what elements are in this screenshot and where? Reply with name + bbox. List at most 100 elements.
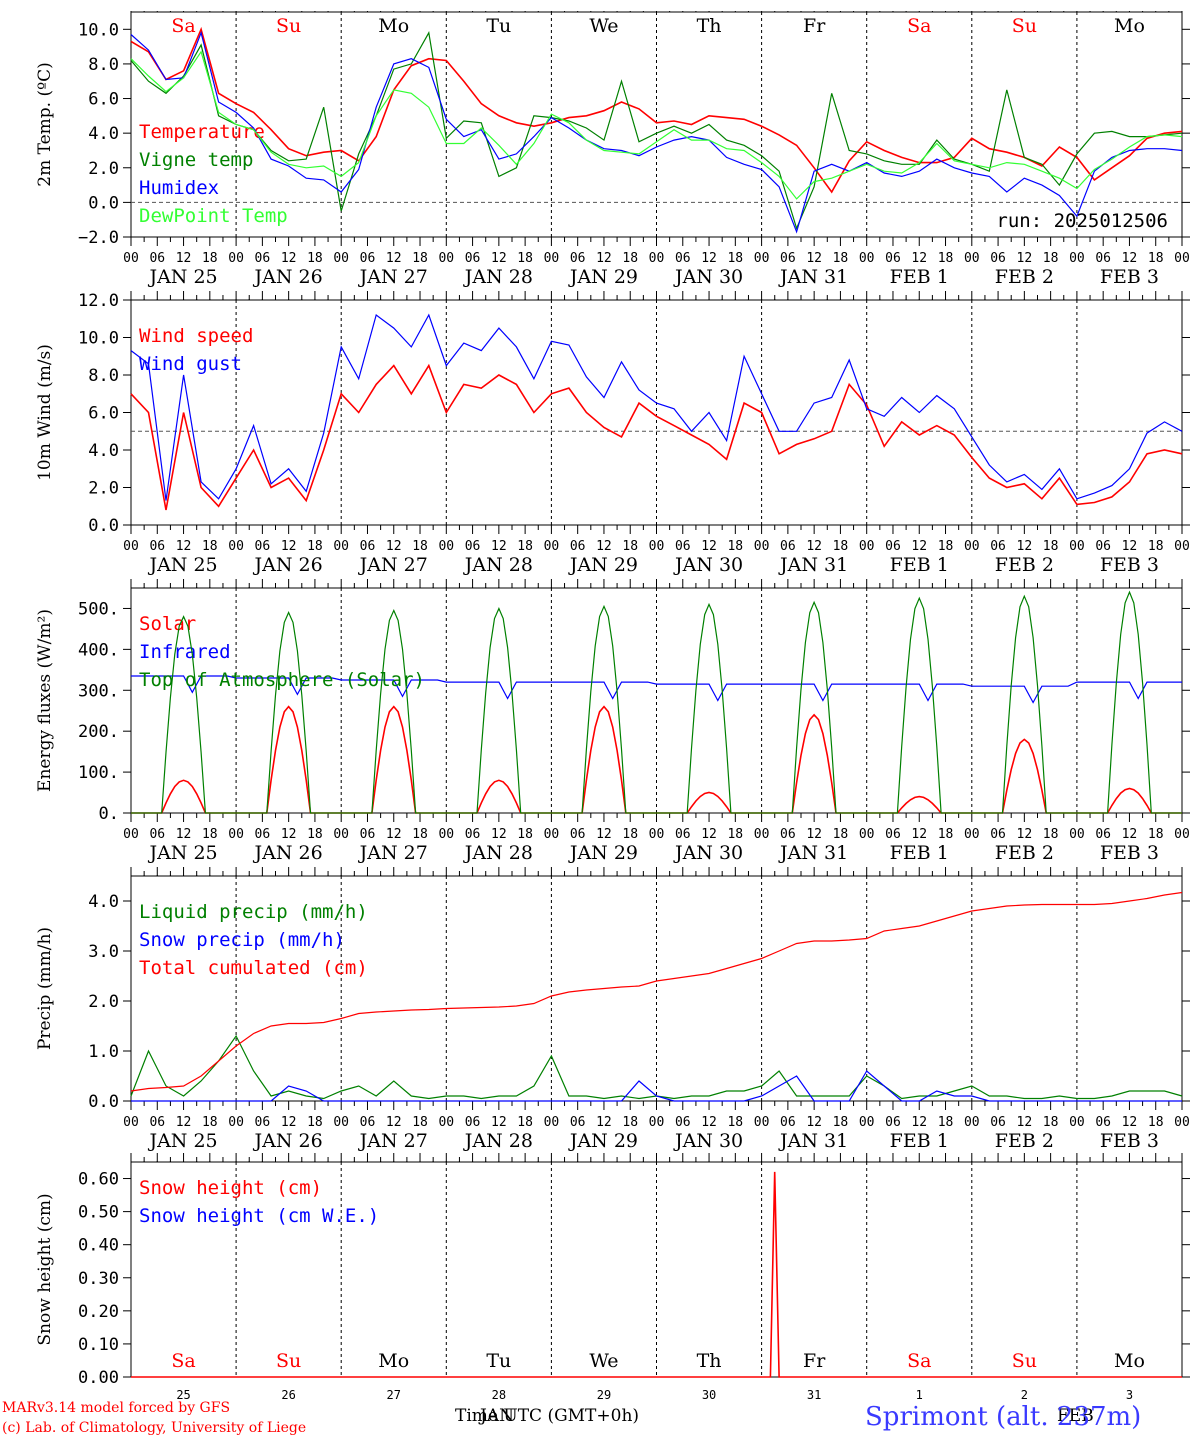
hour-tick-label: 00	[228, 251, 244, 266]
y-tick-label: 0.60	[78, 1170, 119, 1190]
series-line-top-of-atmosphere-solar-	[131, 590, 1182, 814]
hour-tick-label: 12	[1122, 251, 1138, 266]
weekday-label: Sa	[907, 1350, 931, 1372]
hour-tick-label: 00	[438, 1115, 454, 1130]
weekday-label: Sa	[171, 15, 195, 37]
series-line-humidex	[130, 30, 1183, 234]
date-label: JAN 25	[147, 554, 217, 576]
hour-tick-label: 18	[1148, 1115, 1164, 1130]
hour-tick-label: 12	[596, 539, 612, 554]
hour-tick-label: 18	[833, 539, 849, 554]
weekday-label: Su	[276, 1350, 301, 1372]
hour-tick-label: 06	[360, 827, 376, 842]
hour-tick-label: 18	[622, 539, 638, 554]
hour-tick-label: 18	[517, 539, 533, 554]
day-number-label: 31	[807, 1388, 821, 1402]
date-label: FEB 2	[995, 842, 1054, 864]
legend-entry: Wind speed	[139, 325, 253, 347]
hour-tick-label: 06	[780, 827, 796, 842]
hour-tick-label: 00	[228, 1115, 244, 1130]
hour-tick-label: 00	[228, 539, 244, 554]
hour-tick-label: 18	[517, 251, 533, 266]
hour-tick-label: 00	[333, 539, 349, 554]
hour-tick-label: 12	[911, 539, 927, 554]
weekday-label: Th	[697, 15, 722, 37]
hour-tick-label: 00	[964, 1115, 980, 1130]
legend-entry: Infrared	[139, 641, 231, 663]
hour-tick-label: 06	[1095, 827, 1111, 842]
hour-tick-label: 06	[570, 827, 586, 842]
date-label: FEB 2	[995, 554, 1054, 576]
hour-tick-label: 00	[649, 539, 665, 554]
y-tick-label: 4.0	[88, 124, 119, 144]
weekday-label: We	[589, 15, 618, 37]
hour-tick-label: 00	[123, 251, 139, 266]
legend-entry: Humidex	[139, 177, 219, 199]
y-tick-label: 6.0	[88, 90, 119, 110]
y-tick-label: 0.50	[78, 1203, 119, 1223]
weekday-label: Sa	[907, 15, 931, 37]
hour-tick-label: 00	[544, 251, 560, 266]
y-tick-label: 3.0	[88, 942, 119, 962]
hour-tick-label: 18	[412, 1115, 428, 1130]
hour-tick-label: 06	[360, 539, 376, 554]
hour-tick-label: 06	[885, 827, 901, 842]
hour-tick-label: 06	[990, 1115, 1006, 1130]
date-label: FEB 3	[1100, 842, 1159, 864]
hour-tick-label: 00	[228, 827, 244, 842]
hour-tick-label: 12	[1017, 251, 1033, 266]
hour-tick-label: 18	[307, 539, 323, 554]
date-label: JAN 28	[463, 266, 533, 288]
hour-tick-label: 18	[622, 1115, 638, 1130]
panel-3-frame	[130, 587, 1183, 814]
series-line-wind-speed	[130, 363, 1183, 511]
hour-tick-label: 06	[885, 1115, 901, 1130]
legend-entry: Top of Atmosphere (Solar)	[139, 669, 425, 691]
hour-tick-label: 12	[1017, 539, 1033, 554]
hour-tick-label: 00	[1174, 251, 1190, 266]
y-tick-label: 0.40	[78, 1236, 119, 1256]
y-tick-label: 8.0	[88, 366, 119, 386]
y-tick-label: 12.0	[78, 291, 119, 311]
hour-tick-label: 18	[412, 827, 428, 842]
weekday-label: Tu	[486, 15, 511, 37]
date-label: JAN 26	[253, 1130, 323, 1152]
hour-tick-label: 18	[938, 827, 954, 842]
hour-tick-label: 00	[438, 251, 454, 266]
hour-tick-label: 12	[1017, 1115, 1033, 1130]
hour-tick-label: 12	[596, 251, 612, 266]
hour-tick-label: 00	[754, 251, 770, 266]
legend-entry: Total cumulated (cm)	[139, 957, 368, 979]
date-label: JAN 29	[568, 554, 638, 576]
hour-tick-label: 00	[859, 827, 875, 842]
hour-tick-label: 18	[727, 1115, 743, 1130]
hour-tick-label: 00	[333, 1115, 349, 1130]
y-tick-label: 2.0	[88, 992, 119, 1012]
hour-tick-label: 00	[964, 827, 980, 842]
y-tick-label: 2.0	[88, 159, 119, 179]
hour-tick-label: 18	[307, 251, 323, 266]
hour-tick-label: 18	[938, 251, 954, 266]
hour-tick-label: 00	[1174, 1115, 1190, 1130]
hour-tick-label: 12	[806, 827, 822, 842]
y-tick-label: 300.	[78, 681, 119, 701]
hour-tick-label: 12	[911, 827, 927, 842]
hour-tick-label: 18	[1043, 251, 1059, 266]
date-label: JAN 25	[147, 1130, 217, 1152]
y-tick-label: 0.	[99, 804, 119, 824]
date-label: JAN 27	[358, 554, 428, 576]
y-tick-label: 0.10	[78, 1335, 119, 1355]
hour-tick-label: 12	[806, 251, 822, 266]
y-tick-label: 0.0	[88, 193, 119, 213]
hour-tick-label: 06	[465, 1115, 481, 1130]
hour-tick-label: 06	[990, 539, 1006, 554]
hour-tick-label: 00	[544, 1115, 560, 1130]
hour-tick-label: 18	[517, 1115, 533, 1130]
hour-tick-label: 18	[1043, 827, 1059, 842]
hour-tick-label: 12	[806, 1115, 822, 1130]
hour-tick-label: 06	[675, 1115, 691, 1130]
weekday-label: Tu	[486, 1350, 511, 1372]
hour-tick-label: 00	[1069, 251, 1085, 266]
panel-2-frame	[130, 299, 1183, 526]
date-label: FEB 2	[995, 266, 1054, 288]
